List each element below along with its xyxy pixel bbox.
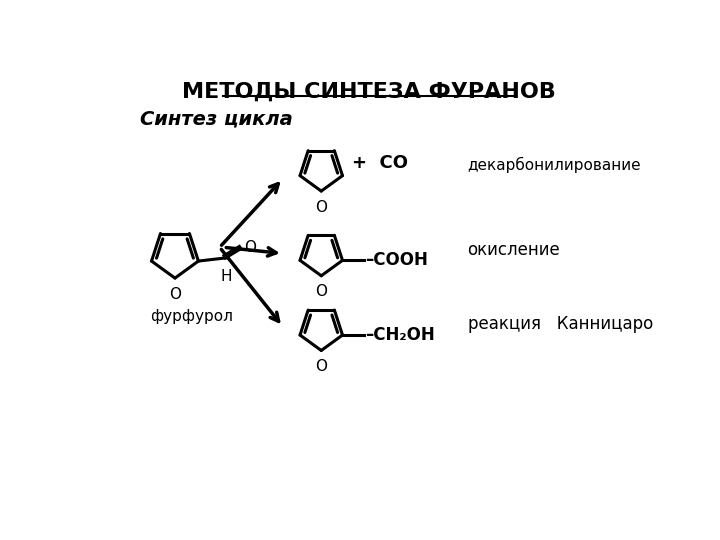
Text: МЕТОДЫ СИНТЕЗА ФУРАНОВ: МЕТОДЫ СИНТЕЗА ФУРАНОВ <box>182 82 556 102</box>
Text: –CH₂OH: –CH₂OH <box>366 326 436 344</box>
Text: реакция   Канницаро: реакция Канницаро <box>467 315 653 333</box>
Text: H: H <box>220 269 232 284</box>
Text: O: O <box>315 284 328 299</box>
Text: декарбонилирование: декарбонилирование <box>467 157 642 173</box>
Text: Синтез цикла: Синтез цикла <box>140 110 292 129</box>
Text: O: O <box>244 240 256 255</box>
Text: O: O <box>169 287 181 301</box>
Text: O: O <box>315 359 328 374</box>
Text: –COOH: –COOH <box>366 251 428 269</box>
Text: O: O <box>315 200 328 214</box>
Text: окисление: окисление <box>467 241 560 259</box>
Text: фурфурол: фурфурол <box>150 309 233 324</box>
Text: +  CO: + CO <box>352 153 408 172</box>
